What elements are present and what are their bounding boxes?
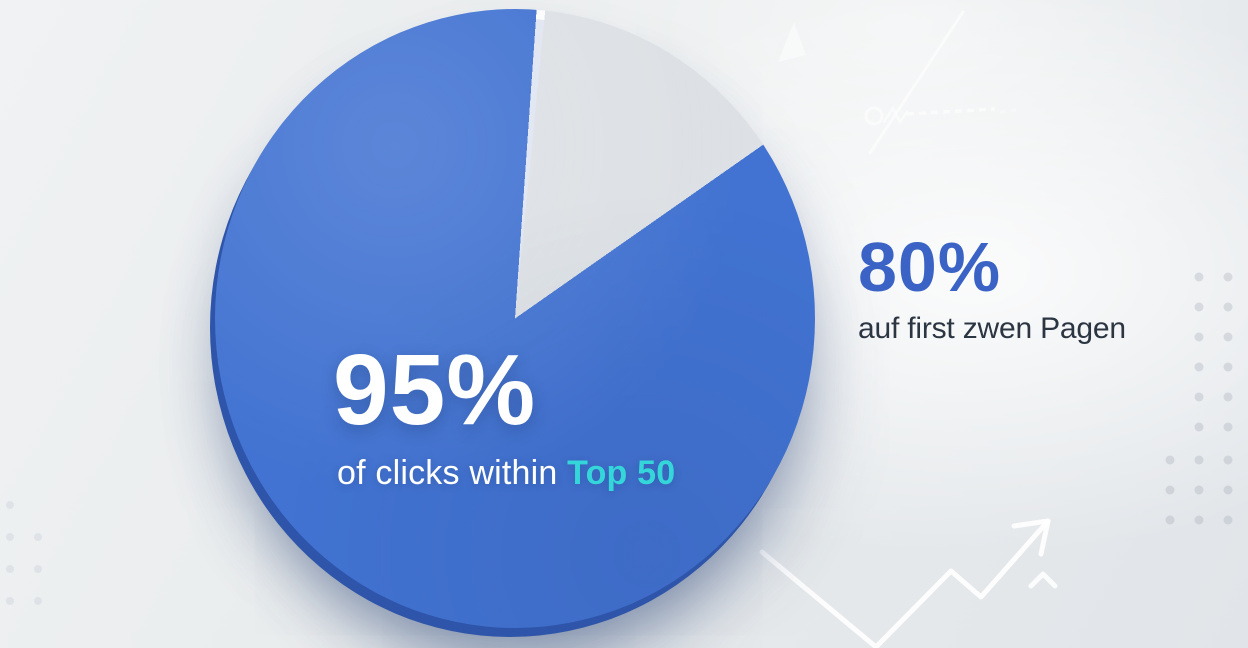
side-note: 80% auf first zwen Pagen xyxy=(858,232,1126,346)
pie-chart xyxy=(215,9,815,628)
pie-caption-text: of clicks within xyxy=(337,454,558,492)
dot-grid-pattern-left xyxy=(6,501,42,605)
pie-chart-gloss xyxy=(215,9,815,628)
pie-percent-value: 95% xyxy=(333,334,537,446)
pie-chart-wrap xyxy=(210,9,815,637)
note-percent-value: 80% xyxy=(858,228,1002,306)
note-caption: auf first zwen Pagen xyxy=(858,312,1126,345)
caret-up-icon xyxy=(1028,571,1058,589)
pie-caption-highlight: Top 50 xyxy=(567,454,676,492)
dashed-trend-line-icon xyxy=(864,105,1017,126)
pie-label-group: 95% of clicks within Top 50 xyxy=(333,340,675,493)
dot-grid-pattern xyxy=(1165,272,1233,525)
pie-caption: of clicks within Top 50 xyxy=(337,454,675,493)
